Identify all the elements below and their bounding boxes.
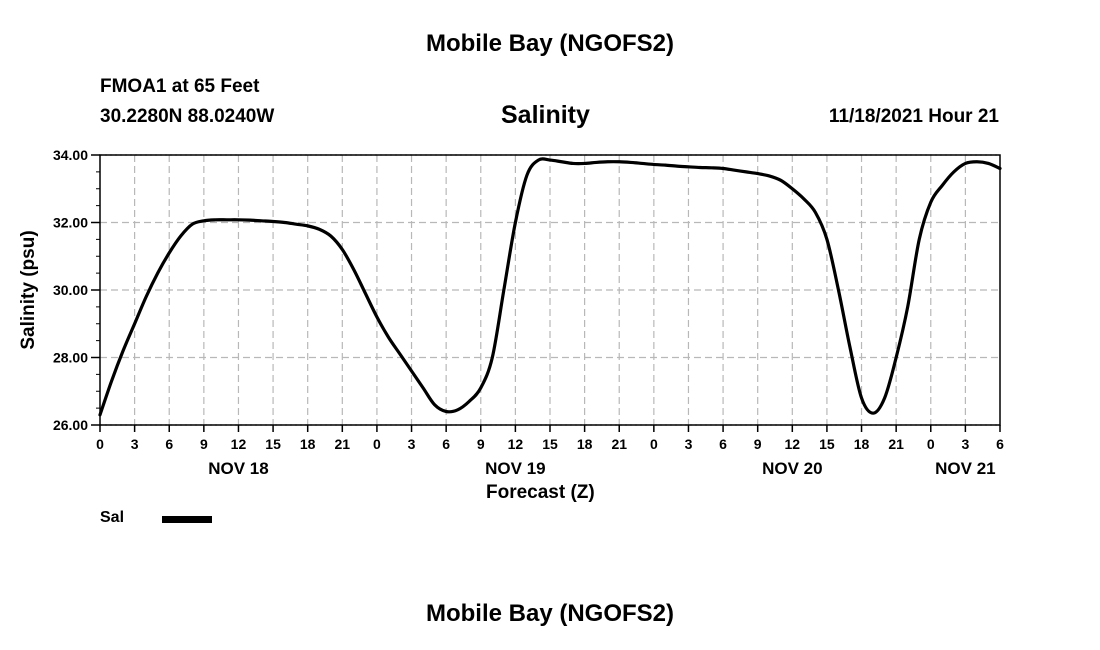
axis-ticks — [91, 154, 1001, 432]
date-label: NOV 20 — [762, 459, 822, 478]
y-tick-label: 26.00 — [53, 417, 88, 433]
x-tick-label: 6 — [442, 436, 450, 452]
x-tick-label: 0 — [650, 436, 658, 452]
footer-title: Mobile Bay (NGOFS2) — [425, 600, 675, 627]
x-tick-label: 0 — [373, 436, 381, 452]
x-tick-label: 12 — [785, 436, 801, 452]
x-tick-label: 21 — [335, 436, 351, 452]
series-line-sal — [98, 157, 1002, 417]
x-tick-label: 0 — [96, 436, 104, 452]
x-tick-label: 6 — [165, 436, 173, 452]
station-coordinates: 30.2280N 88.0240W — [100, 106, 275, 127]
x-tick-label: 15 — [265, 436, 281, 452]
y-tick-label: 30.00 — [53, 282, 88, 298]
x-tick-label: 9 — [477, 436, 485, 452]
tick-labels: 0 3 6 9 12 15 18 21 0 3 6 9 12 15 18 21 0 3 6 9 12 15 18 21 0 3 6 2… — [53, 147, 1004, 478]
grid-lines — [100, 154, 1000, 426]
y-tick-label: 34.00 — [53, 147, 88, 163]
x-tick-label: 18 — [577, 436, 593, 452]
page-title: Mobile Bay (NGOFS2) — [425, 30, 675, 57]
x-tick-label: 9 — [754, 436, 762, 452]
date-label: NOV 19 — [485, 459, 545, 478]
x-axis-label: Forecast (Z) — [486, 482, 595, 503]
x-tick-label: 18 — [854, 436, 870, 452]
x-tick-label: 0 — [927, 436, 935, 452]
x-tick-label: 9 — [200, 436, 208, 452]
x-tick-label: 21 — [888, 436, 904, 452]
x-tick-label: 12 — [508, 436, 524, 452]
x-tick-label: 12 — [231, 436, 247, 452]
y-tick-label: 28.00 — [53, 350, 88, 366]
forecast-timestamp: 11/18/2021 Hour 21 — [828, 106, 999, 127]
x-tick-label: 6 — [719, 436, 727, 452]
date-label: NOV 18 — [208, 459, 268, 478]
y-tick-label: 32.00 — [53, 215, 88, 231]
station-name: FMOA1 at 65 Feet — [100, 76, 260, 97]
legend-swatch — [162, 516, 212, 523]
legend-label: Sal — [100, 509, 125, 526]
x-tick-label: 3 — [408, 436, 416, 452]
x-tick-label: 15 — [542, 436, 558, 452]
x-tick-label: 3 — [685, 436, 693, 452]
x-tick-label: 21 — [611, 436, 627, 452]
x-tick-label: 3 — [131, 436, 139, 452]
x-tick-label: 3 — [961, 436, 969, 452]
x-tick-label: 18 — [300, 436, 316, 452]
x-tick-label: 6 — [996, 436, 1004, 452]
x-tick-label: 15 — [819, 436, 835, 452]
date-label: NOV 21 — [935, 459, 995, 478]
chart-title: Salinity — [501, 101, 590, 129]
y-axis-label: Salinity (psu) — [18, 230, 39, 349]
